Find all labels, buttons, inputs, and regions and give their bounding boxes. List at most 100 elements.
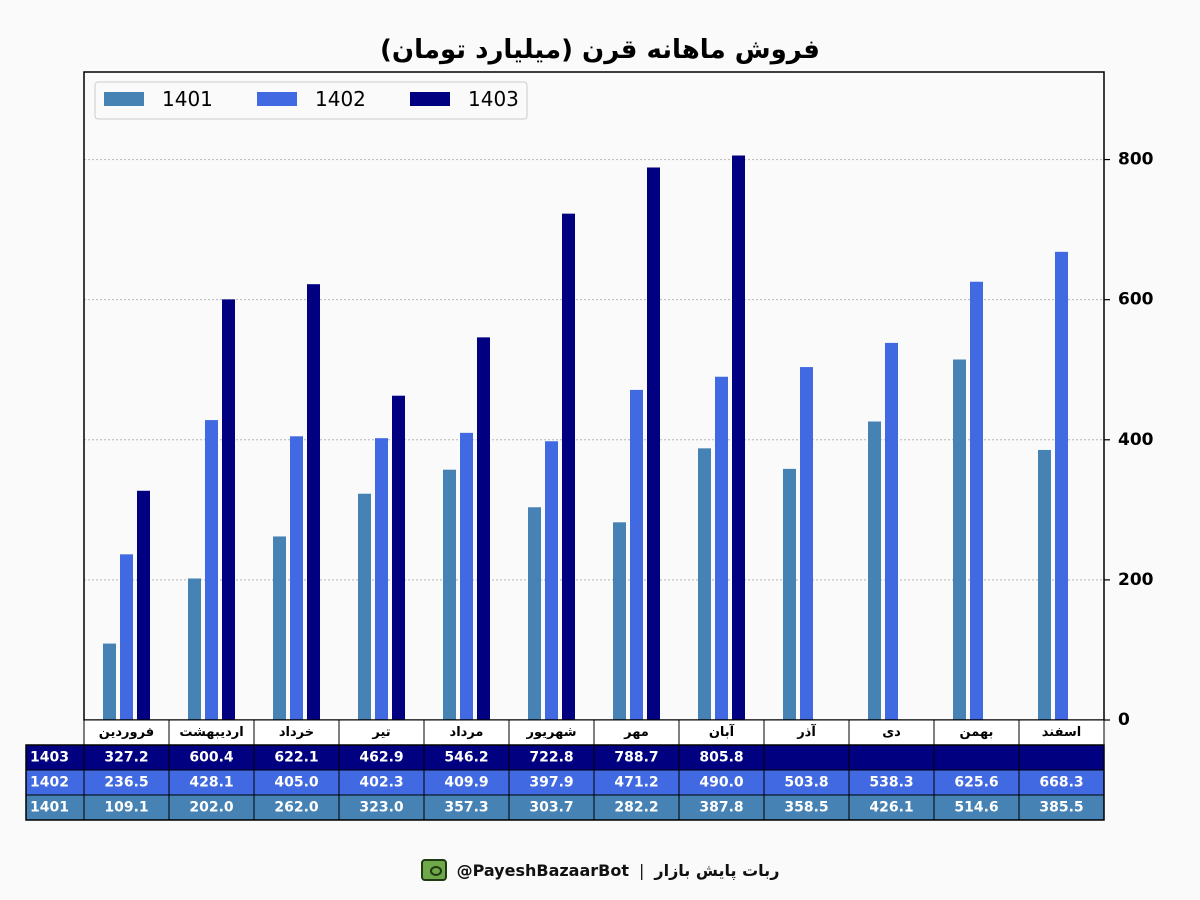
table-cell [508,744,595,771]
bar-1403 [222,299,235,720]
table-cell [338,744,425,771]
table-cell-value: 385.5 [1039,800,1083,816]
table-cell [423,744,510,771]
table-cell [168,769,255,796]
bar-1402 [120,554,133,720]
table-cell [678,769,765,796]
footer-handle[interactable]: @PayeshBazaarBot [456,860,629,880]
table-cell-value: 622.1 [274,750,318,766]
bar-1401 [868,421,881,720]
table-cell-value: 202.0 [189,800,234,816]
table-cell-value: 323.0 [359,800,404,816]
table-cell-value: 402.3 [359,775,403,791]
table-row-label: 1401 [30,800,69,816]
month-label: مرداد [450,725,484,740]
month-label: اردیبهشت [179,725,243,740]
bar-1402 [800,367,813,720]
legend-label: 1402 [315,87,366,111]
month-label: آبان [709,723,735,740]
footer-bot-name: ربات پایش بازار [654,860,780,880]
table-cell-value: 471.2 [614,775,658,791]
table-cell-value: 303.7 [529,800,573,816]
table-cell-value: 428.1 [189,775,233,791]
table-cell [763,744,850,771]
bar-1402 [460,432,473,720]
table-cell-value: 236.5 [104,775,148,791]
bar-1402 [290,436,303,720]
robot-icon [420,859,447,881]
bar-1403 [562,213,575,720]
table-cell [933,769,1020,796]
table-cell-value: 282.2 [614,800,658,816]
y-tick-label: 0 [1118,710,1130,730]
bar-1401 [528,507,541,720]
bar-1401 [1038,449,1051,720]
table-cell [678,744,765,771]
table-cell [848,744,935,771]
plot-frame [83,71,1105,721]
table-cell-value: 722.8 [529,750,573,766]
y-tick-label: 200 [1118,570,1154,590]
table-cell-value: 426.1 [869,800,913,816]
table-cell [253,769,340,796]
table-cell [423,769,510,796]
table-cell-value: 668.3 [1039,775,1083,791]
bar-1401 [953,359,966,720]
footer-separator: | [639,860,645,880]
table-row-label: 1403 [30,750,69,766]
y-tick-label: 600 [1118,290,1154,310]
month-label: خرداد [279,725,314,740]
table-cell-value: 490.0 [699,775,744,791]
bar-1402 [715,376,728,720]
month-label: شهریور [526,725,577,740]
footer: @PayeshBazaarBot | ربات پایش بازار [0,856,1200,884]
table-cell-value: 546.2 [444,750,488,766]
legend-swatch-1402 [257,92,297,106]
table-cell-value: 358.5 [784,800,828,816]
table-cell [848,769,935,796]
bar-1403 [477,337,490,720]
table-cell-value: 327.2 [104,750,148,766]
month-label: اسفند [1042,725,1081,740]
table-cell-value: 109.1 [104,800,148,816]
table-row-label: 1402 [30,775,69,791]
legend-swatch-1401 [104,92,144,106]
month-label: آذر [796,723,816,740]
bar-1402 [375,438,388,720]
month-label: فروردین [99,725,154,740]
bar-1402 [545,441,558,720]
table-cell-value: 600.4 [189,750,234,766]
bar-1403 [647,167,660,721]
bar-1401 [613,522,626,720]
table-border [25,744,1105,821]
bar-1402 [630,389,643,720]
y-tick-label: 800 [1118,150,1154,170]
y-tick-label: 400 [1118,430,1154,450]
table-header-cell [1018,719,1105,746]
legend-box [94,81,528,120]
bar-1403 [137,490,150,720]
bar-1401 [783,468,796,720]
month-label: دی [882,725,901,740]
table-cell-value: 788.7 [614,750,658,766]
bar-1402 [885,342,898,720]
table-cell-value: 514.6 [954,800,998,816]
bar-1402 [1055,251,1068,721]
bar-1402 [970,281,983,720]
bar-1401 [273,536,286,720]
chart-title: فروش ماهانه قرن (میلیارد تومان) [380,35,820,65]
table-header-cell [593,719,680,746]
table-cell [848,794,935,821]
table-cell [338,769,425,796]
table-cell-value: 387.8 [699,800,743,816]
bar-1401 [358,493,371,720]
bar-1403 [732,155,745,721]
month-label: بهمن [960,725,994,740]
table-cell-value: 805.8 [699,750,743,766]
bar-1402 [205,420,218,720]
table-cell-value: 357.3 [444,800,488,816]
month-label: مهر [623,725,649,740]
bar-1401 [443,469,456,720]
legend-label: 1401 [162,87,213,111]
